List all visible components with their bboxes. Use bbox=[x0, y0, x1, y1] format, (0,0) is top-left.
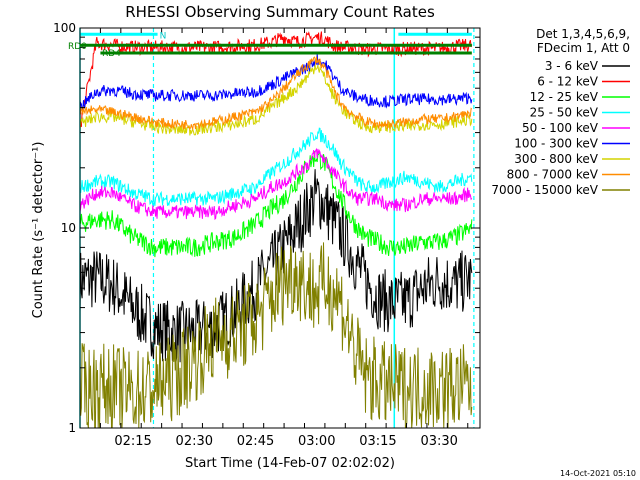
x-tick-label: 03:15 bbox=[359, 434, 396, 449]
axes: 1 10 100 02:15 02:30 02:45 03:00 03:15 03:30 bbox=[53, 21, 481, 449]
chart-title: RHESSI Observing Summary Count Rates bbox=[125, 3, 435, 21]
legend-label-8: 800 - 7000 keV bbox=[507, 168, 599, 182]
x-axis-label: Start Time (14-Feb-07 02:02:02) bbox=[185, 456, 395, 471]
x-tick-label: 02:15 bbox=[114, 434, 151, 449]
y-axis-label: Count Rate (s⁻¹ detector⁻¹) bbox=[31, 142, 46, 319]
series-line-8 bbox=[79, 56, 473, 131]
x-tick-label: 02:45 bbox=[237, 434, 274, 449]
legend-header-line-2: FDecim 1, Att 0 bbox=[537, 41, 630, 55]
plot-area bbox=[79, 28, 475, 429]
rd4-label: RD4 bbox=[102, 49, 121, 59]
x-tick-label: 03:00 bbox=[298, 434, 335, 449]
y-tick-label: 1 bbox=[68, 421, 76, 435]
series-line-4 bbox=[79, 127, 473, 207]
series-line-3 bbox=[79, 151, 473, 258]
annotations: RD0 RD4 N bbox=[68, 31, 166, 59]
series-line-6 bbox=[79, 53, 473, 111]
legend-label-2: 6 - 12 keV bbox=[537, 75, 599, 89]
x-tick-label: 02:30 bbox=[176, 434, 213, 449]
n-label: N bbox=[160, 31, 167, 41]
y-tick-label: 10 bbox=[61, 221, 76, 235]
legend-label-9: 7000 - 15000 keV bbox=[491, 183, 598, 197]
y-tick-label: 100 bbox=[53, 21, 76, 35]
legend-label-6: 100 - 300 keV bbox=[514, 137, 598, 151]
series-line-5 bbox=[79, 147, 473, 221]
x-tick-label: 03:30 bbox=[420, 434, 457, 449]
footer-timestamp: 14-Oct-2021 05:10 bbox=[560, 469, 636, 478]
legend-label-5: 50 - 100 keV bbox=[522, 121, 599, 135]
legend-label-3: 12 - 25 keV bbox=[530, 90, 599, 104]
rd0-label: RD0 bbox=[68, 42, 87, 52]
legend-label-4: 25 - 50 keV bbox=[530, 106, 599, 120]
legend-header-line-1: Det 1,3,4,5,6,9, bbox=[536, 27, 630, 41]
legend-label-7: 300 - 800 keV bbox=[514, 152, 598, 166]
legend-label-1: 3 - 6 keV bbox=[545, 59, 599, 73]
